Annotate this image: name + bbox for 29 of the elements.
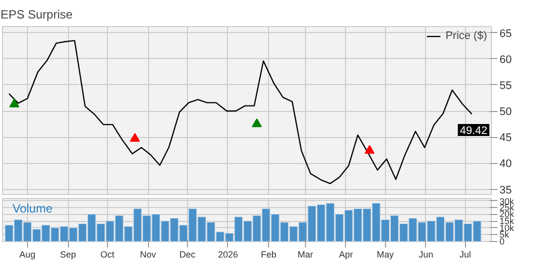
legend-label: Price ($) xyxy=(445,30,487,42)
annotation: Volume xyxy=(12,202,53,216)
x-tick-label: Mar xyxy=(298,250,314,260)
x-tick-label: Apr xyxy=(338,250,353,260)
point xyxy=(130,132,140,142)
y-tick-label: 65 xyxy=(500,28,512,40)
x-tick-label: Nov xyxy=(140,250,157,260)
x-tick-label: 2026 xyxy=(218,250,238,260)
x-tick-label: Aug xyxy=(19,250,36,260)
y-tick-label: 35 xyxy=(500,184,512,196)
x-tick-label: Jun xyxy=(418,250,434,260)
y-tick-label: 30k xyxy=(500,196,515,206)
point xyxy=(252,118,262,128)
chart-title: EPS Surprise xyxy=(0,8,73,22)
x-tick-label: May xyxy=(376,250,394,260)
y-tick-label: 55 xyxy=(500,80,512,92)
y-tick-label: 0 xyxy=(500,236,505,246)
x-tick-label: Jul xyxy=(460,250,472,260)
point xyxy=(9,98,20,108)
y-tick-label: 50 xyxy=(500,106,512,118)
y-tick-label: 45 xyxy=(500,132,512,144)
y-tick-label: 40 xyxy=(500,158,512,170)
y-tick-label: 60 xyxy=(500,54,512,66)
x-tick-label: Oct xyxy=(100,250,115,260)
point xyxy=(364,144,375,154)
x-tick-label: Sep xyxy=(60,250,76,260)
annotation: 49.42 xyxy=(460,125,488,138)
x-tick-label: Feb xyxy=(260,250,276,260)
x-tick-label: Dec xyxy=(179,250,196,260)
